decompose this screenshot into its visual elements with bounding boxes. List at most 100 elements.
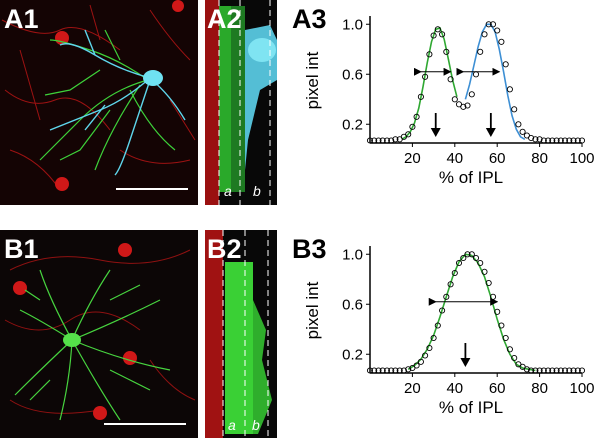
x-tick-label: 60 — [489, 380, 506, 397]
data-point — [383, 367, 391, 374]
data-point — [523, 366, 530, 373]
b1-red-cell-body — [13, 281, 27, 295]
x-tick-label: 20 — [404, 150, 421, 167]
panel-a1-micrograph: A1 — [0, 0, 198, 205]
data-point — [434, 26, 441, 33]
data-point — [502, 334, 509, 342]
data-point — [540, 367, 547, 374]
data-point — [460, 103, 467, 110]
b1-red-cell-body — [118, 243, 132, 257]
a1-red-cell-body — [55, 177, 69, 191]
x-axis-label: % of IPL — [439, 168, 503, 187]
data-point — [557, 137, 564, 144]
data-point — [506, 86, 513, 93]
data-point — [464, 102, 471, 109]
data-point — [561, 137, 569, 144]
data-point — [468, 91, 475, 98]
data-point — [511, 106, 518, 113]
data-point — [388, 367, 395, 374]
a1-cyan-soma — [143, 70, 163, 86]
y-axis-label: pixel int — [303, 51, 322, 109]
data-point — [536, 367, 543, 374]
data-point — [477, 48, 484, 55]
data-point — [477, 259, 484, 267]
data-point — [447, 281, 454, 288]
data-point — [413, 362, 420, 369]
a1-red-background-processes — [1, 4, 196, 191]
data-point — [422, 352, 429, 359]
data-point — [570, 137, 577, 144]
a1-green-dendrites — [39, 29, 176, 171]
data-point — [405, 366, 412, 373]
b2-sublabel-a: a — [228, 417, 236, 433]
data-point — [494, 308, 501, 315]
data-point — [545, 367, 552, 374]
data-point — [532, 136, 539, 143]
x-tick-label: 40 — [446, 150, 463, 167]
data-point — [494, 27, 501, 34]
data-point — [549, 137, 556, 144]
blue-fit-curve — [464, 23, 526, 140]
panel-label-a1: A1 — [4, 4, 39, 34]
data-point — [392, 136, 399, 143]
b1-red-cell-body — [123, 351, 137, 365]
data-point — [460, 254, 467, 262]
data-point — [481, 31, 488, 38]
data-point — [396, 367, 403, 374]
data-point — [536, 136, 543, 143]
data-point — [566, 367, 573, 374]
y-tick-label: 1.0 — [342, 246, 363, 263]
b1-red-cell-body — [93, 406, 107, 420]
data-point — [561, 367, 569, 374]
panel-label-b3: B3 — [292, 234, 327, 264]
y-tick-label: 0.2 — [342, 116, 363, 133]
panel-label-a3: A3 — [292, 4, 327, 34]
x-tick-label: 20 — [404, 380, 421, 397]
x-tick-label: 100 — [569, 150, 594, 167]
data-point — [578, 137, 586, 144]
green-fit-curve — [407, 253, 536, 372]
data-point — [400, 367, 407, 374]
data-point — [574, 367, 581, 374]
a1-red-cell-body — [172, 0, 184, 12]
data-point — [366, 367, 374, 374]
data-point — [481, 268, 488, 275]
data-point — [557, 367, 564, 374]
b1-red-background-processes — [4, 249, 196, 414]
data-point — [451, 96, 458, 103]
x-tick-label: 80 — [531, 380, 548, 397]
a2-sublabel-b: b — [253, 183, 261, 199]
data-point — [485, 21, 492, 28]
data-point — [455, 259, 463, 267]
b1-green-soma — [63, 333, 81, 347]
y-tick-label: 0.6 — [342, 66, 363, 83]
data-point — [451, 269, 458, 277]
green-fit-curve — [401, 27, 458, 140]
data-point — [553, 137, 560, 144]
data-point — [498, 38, 505, 45]
data-point — [388, 137, 395, 144]
y-axis-label: pixel int — [303, 281, 322, 339]
data-point — [540, 137, 547, 144]
data-point — [574, 137, 581, 144]
data-point — [498, 322, 505, 329]
peak-arrow-head — [485, 128, 496, 137]
data-point — [371, 367, 378, 374]
data-point — [532, 367, 539, 374]
data-point — [426, 344, 433, 352]
data-point — [578, 367, 586, 374]
data-point — [383, 137, 391, 144]
data-point — [545, 137, 552, 144]
y-tick-label: 1.0 — [342, 16, 363, 33]
data-point — [375, 367, 382, 374]
data-point — [430, 334, 437, 342]
chart-a3: A3 20 40 60 80 100 0.2 0.6 1.0 % of IPL pixel int — [292, 4, 595, 187]
data-point — [570, 367, 577, 374]
data-point — [528, 134, 535, 142]
data-point — [405, 131, 412, 138]
x-axis-label: % of IPL — [439, 398, 503, 417]
data-point — [434, 322, 441, 329]
data-point — [472, 254, 480, 262]
data-point — [472, 71, 480, 78]
